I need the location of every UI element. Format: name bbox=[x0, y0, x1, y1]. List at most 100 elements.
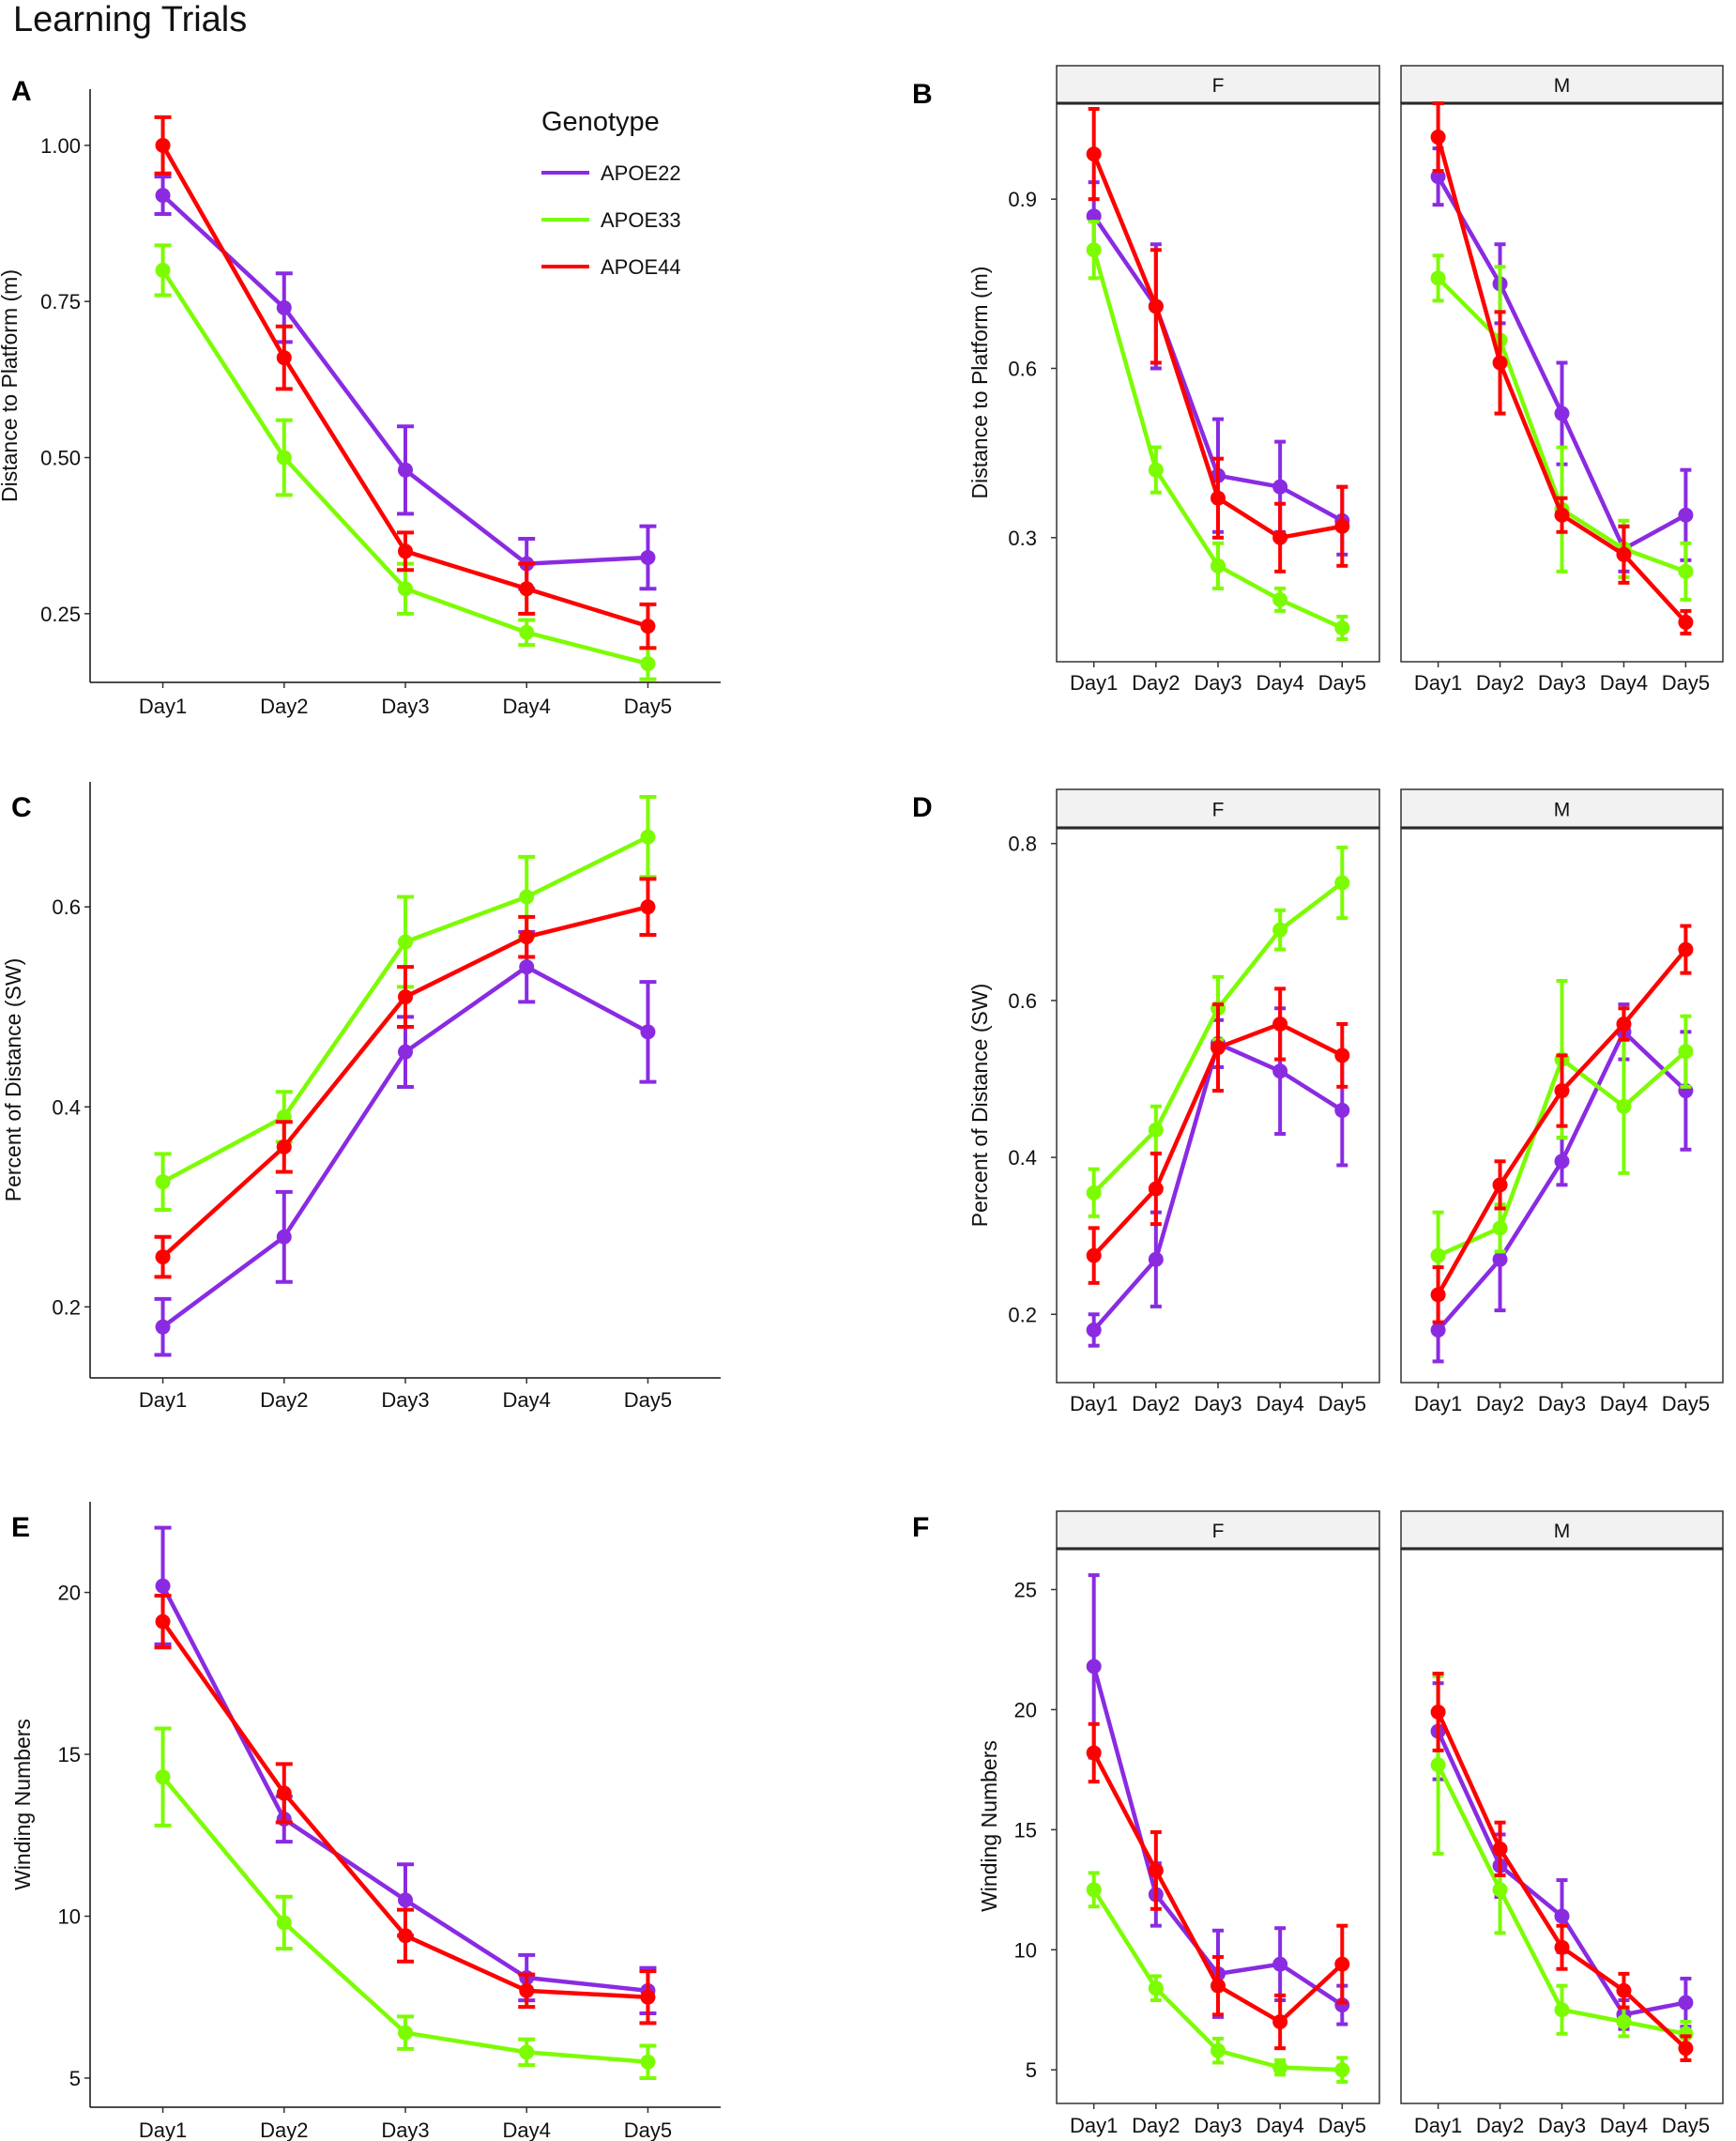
x-tick-label: Day1 bbox=[1414, 1392, 1462, 1415]
x-tick-label: Day5 bbox=[1662, 671, 1710, 695]
data-point bbox=[1272, 2014, 1288, 2030]
x-tick-label: Day1 bbox=[1070, 671, 1118, 695]
facet-label: M bbox=[1554, 1521, 1571, 1542]
data-point bbox=[1086, 1185, 1102, 1200]
facet-f: F Day1 Day2 Day3 Day4 Day5 bbox=[1056, 788, 1380, 1415]
data-point bbox=[155, 1249, 171, 1265]
y-axis-label: Winding Numbers bbox=[10, 1719, 35, 1890]
legend-item-apoe33: APOE33 bbox=[541, 208, 681, 232]
data-point bbox=[276, 1785, 292, 1801]
panel-letter: B bbox=[912, 79, 933, 110]
data-point bbox=[1430, 130, 1446, 145]
data-point bbox=[1678, 1995, 1694, 2011]
facet-m: M Day1 Day2 Day3 Day4 Day5 bbox=[1400, 1510, 1724, 2137]
data-point bbox=[1272, 1016, 1288, 1032]
data-point bbox=[1678, 941, 1694, 957]
data-point bbox=[1492, 1841, 1508, 1857]
data-point bbox=[1616, 1098, 1632, 1114]
data-point bbox=[640, 619, 656, 635]
facet-f: F Day1 Day2 Day3 Day4 Day5 bbox=[1056, 65, 1380, 695]
series-apoe44 bbox=[1430, 101, 1694, 635]
data-point bbox=[1148, 1251, 1164, 1267]
x-tick-label: Day4 bbox=[1256, 1392, 1303, 1415]
y-tick-label: 0.4 bbox=[1008, 1146, 1037, 1170]
data-point bbox=[1148, 1980, 1164, 1996]
data-point bbox=[155, 188, 171, 204]
panel-letter: A bbox=[11, 76, 32, 107]
panel-letter: D bbox=[912, 792, 933, 823]
x-tick-label: Day2 bbox=[1476, 2114, 1524, 2137]
panel-letter: E bbox=[11, 1512, 30, 1543]
panel-border bbox=[1056, 1548, 1380, 2104]
series-apoe44 bbox=[1086, 1721, 1350, 2051]
data-point bbox=[1616, 2014, 1632, 2030]
data-point bbox=[519, 581, 535, 597]
data-point bbox=[1492, 355, 1508, 371]
x-tick-label: Day3 bbox=[381, 2118, 429, 2141]
series-apoe33 bbox=[154, 243, 657, 681]
panel-d: D Percent of Distance (SW) 0.2 0.4 0.6 0.8 F Da… bbox=[912, 788, 1724, 1415]
data-point bbox=[1086, 242, 1102, 258]
data-point bbox=[1334, 619, 1350, 635]
x-tick-label: Day5 bbox=[1662, 2114, 1710, 2137]
data-point bbox=[1086, 208, 1102, 224]
y-axis-label: Distance to Platform (m) bbox=[0, 269, 22, 502]
facet-strip bbox=[1400, 1510, 1724, 1550]
data-point bbox=[1148, 462, 1164, 478]
data-point bbox=[1334, 875, 1350, 891]
data-point bbox=[1334, 1048, 1350, 1063]
series-apoe44 bbox=[1430, 924, 1694, 1324]
data-point bbox=[398, 581, 413, 597]
x-tick-label: Day2 bbox=[1132, 671, 1180, 695]
x-tick-label: Day1 bbox=[1414, 2114, 1462, 2137]
data-point bbox=[1148, 298, 1164, 314]
facet-f: F Day1 Day2 Day3 Day4 Day5 bbox=[1056, 1510, 1380, 2137]
data-point bbox=[1272, 591, 1288, 607]
data-point bbox=[276, 1915, 292, 1931]
facet-label: F bbox=[1212, 75, 1225, 97]
x-tick-label: Day5 bbox=[1318, 1392, 1366, 1415]
x-tick-label: Day5 bbox=[1318, 2114, 1366, 2137]
data-point bbox=[1616, 546, 1632, 562]
panel-b: B Distance to Platform (m) 0.3 0.6 0.9 F Day1 D… bbox=[912, 65, 1724, 695]
y-tick-label: 0.4 bbox=[52, 1095, 81, 1119]
y-tick-label: 0.3 bbox=[1008, 527, 1037, 550]
legend-item-apoe22: APOE22 bbox=[541, 161, 681, 185]
plot-area: Day1 Day2 Day3 Day4 Day5 bbox=[89, 782, 721, 1412]
data-point bbox=[1678, 614, 1694, 630]
x-tick-label: Day2 bbox=[1476, 671, 1524, 695]
x-tick-label: Day5 bbox=[1318, 671, 1366, 695]
y-axis-label: Winding Numbers bbox=[977, 1740, 1001, 1912]
data-point bbox=[1334, 2062, 1350, 2078]
data-point bbox=[1334, 1956, 1350, 1972]
data-point bbox=[640, 829, 656, 845]
x-tick-label: Day4 bbox=[1600, 1392, 1648, 1415]
data-point bbox=[155, 1578, 171, 1594]
x-tick-label: Day2 bbox=[1132, 2114, 1180, 2137]
x-tick-label: Day1 bbox=[1070, 1392, 1118, 1415]
data-point bbox=[1272, 2059, 1288, 2075]
data-point bbox=[1616, 1016, 1632, 1032]
data-point bbox=[398, 543, 413, 559]
data-point bbox=[155, 1174, 171, 1190]
data-point bbox=[1272, 529, 1288, 545]
data-point bbox=[1272, 1956, 1288, 1972]
data-point bbox=[398, 1928, 413, 1944]
legend-title: Genotype bbox=[541, 107, 660, 137]
facet-label: F bbox=[1212, 1521, 1225, 1542]
series-apoe44 bbox=[154, 1594, 657, 2026]
data-point bbox=[1554, 1083, 1570, 1099]
data-point bbox=[1211, 1040, 1226, 1056]
data-point bbox=[1334, 1102, 1350, 1118]
data-point bbox=[1430, 270, 1446, 286]
data-point bbox=[1086, 1659, 1102, 1675]
data-point bbox=[519, 624, 535, 640]
data-point bbox=[640, 1024, 656, 1040]
data-point bbox=[1678, 563, 1694, 579]
series-apoe22 bbox=[1430, 1681, 1694, 2031]
y-tick-label: 0.2 bbox=[1008, 1303, 1037, 1326]
data-point bbox=[1211, 490, 1226, 506]
data-point bbox=[398, 1892, 413, 1908]
data-point bbox=[1492, 1177, 1508, 1193]
x-tick-label: Day3 bbox=[381, 695, 429, 718]
